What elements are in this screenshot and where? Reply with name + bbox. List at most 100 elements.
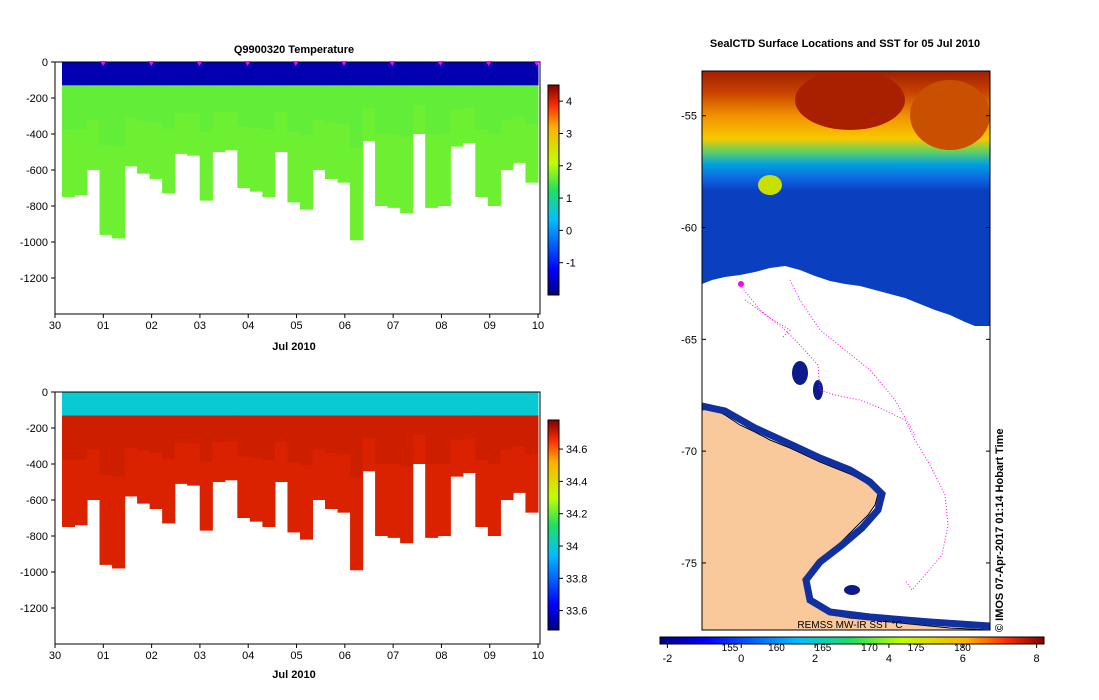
profile-deep-cell [162,128,176,194]
profile-surface-cell [487,62,501,86]
profile-surface-cell [400,62,414,86]
x-tick-label: 04 [242,650,254,662]
sst-secondary-tick-label: 175 [908,643,925,654]
profile-surface-cell [262,392,276,416]
profile-deep-cell [487,463,501,536]
profile-marker [341,61,347,66]
profile-surface-cell [237,62,251,86]
profile-surface-cell [437,392,451,416]
temperature-panel: Q9900320 Temperature 0 -200 -400 -600 -800 -1… [20,44,576,353]
profile-deep-cell [262,130,276,197]
colorbar-tick-label: 4 [566,96,572,108]
profile-surface-cell [262,62,276,86]
x-tick-label: 02 [145,320,157,332]
profile-deep-cell [362,437,376,472]
profile-deep-cell [224,111,238,151]
sst-tick-label: 0 [738,653,744,665]
profile-marker [485,61,492,66]
profile-surface-cell [475,392,489,416]
profile-deep-cell [124,447,138,497]
profile-surface-cell [87,62,101,86]
y-tick-label: -800 [26,201,48,213]
sst-tick-label: 2 [812,653,818,665]
colorbar-tick-label: 34.4 [566,476,587,488]
y-tick-label: 0 [42,57,48,69]
island-sst-2 [813,380,823,400]
profile-deep-cell [237,126,251,188]
map-tick-label: -60 [681,223,697,235]
profile-deep-cell [137,120,151,174]
profile-surface-cell [375,62,389,86]
profile-surface-cell [74,392,88,416]
profile-deep-cell [475,460,489,527]
profile-surface-cell [512,392,526,416]
profile-deep-cell [199,461,213,531]
profile-deep-cell [425,134,439,208]
profile-surface-cell [425,62,439,86]
profile-surface-cell [500,62,514,86]
x-tick-label: 02 [145,650,157,662]
profile-surface-cell [224,392,238,416]
profile-surface-cell [412,62,426,86]
profile-surface-cell [362,392,376,416]
profile-surface-cell [325,62,339,86]
profile-deep-cell [174,112,188,154]
profile-deep-cell [287,132,301,203]
profile-deep-cell [162,458,176,524]
profile-deep-cell [462,438,476,473]
warm-sst-patch [795,71,905,130]
profile-deep-cell [525,454,539,513]
profile-marker [437,61,444,66]
profile-deep-cell [74,459,88,526]
colorbar-tick-label: 0 [566,225,572,237]
colorbar-tick-label: -1 [566,258,576,270]
profile-deep-cell [362,107,376,142]
profile-deep-cell [174,442,188,484]
profile-surface-cell [337,392,351,416]
profile-deep-cell [87,449,101,500]
profile-deep-cell [149,122,163,179]
temperature-y-ticks: 0 -200 -400 -600 -800 -1000 -1200 [20,57,55,285]
profile-surface-cell [350,62,364,86]
profile-deep-cell [74,129,88,196]
profile-deep-cell [387,134,401,208]
x-tick-label: 30 [49,650,61,662]
profile-surface-cell [62,62,76,86]
profile-surface-cell [400,392,414,416]
profile-deep-cell [87,119,101,170]
profile-surface-cell [162,392,176,416]
salinity-y-ticks: 0 -200 -400 -600 -800 -1000 -1200 [20,387,55,615]
salinity-plot-frame [54,391,541,645]
profile-surface-cell [249,62,263,86]
profile-surface-cell [312,62,326,86]
profile-surface-cell [412,392,426,416]
salinity-xlabel: Jul 2010 [272,669,315,681]
sst-map-panel: SealCTD Surface Locations and SST for 05… [659,38,1045,665]
profile-surface-cell [74,62,88,86]
sst-colorbar-label: REMSS MW-IR SST °C [797,620,902,631]
profile-surface-cell [462,62,476,86]
profile-deep-cell [237,456,251,518]
profile-deep-cell [525,124,539,183]
colorbar-tick-label: 1 [566,193,572,205]
profile-surface-cell [450,62,464,86]
profile-marker [389,61,396,66]
profile-deep-cell [62,460,76,527]
y-tick-label: -1000 [20,237,48,249]
sst-secondary-tick-label: 170 [861,643,878,654]
profile-deep-cell [312,119,326,170]
profile-surface-cell [99,392,113,416]
profile-deep-cell [350,477,364,571]
profile-surface-cell [325,392,339,416]
bay-sst [844,585,860,595]
x-tick-label: 06 [339,320,351,332]
profile-surface-cell [287,392,301,416]
sst-tick-label: 8 [1034,653,1040,665]
profile-surface-cell [274,62,288,86]
sst-tick-label: 4 [886,653,892,665]
profile-deep-cell [325,452,339,509]
warm-sst-patch-east [910,80,990,150]
profile-surface-cell [149,62,163,86]
profile-deep-cell [337,124,351,183]
x-tick-label: 05 [290,320,302,332]
